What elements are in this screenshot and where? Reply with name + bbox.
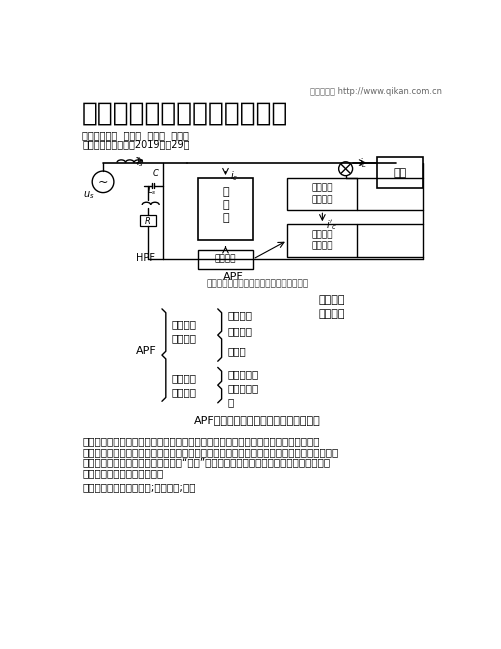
Bar [376, 157, 422, 188]
Text: 来源：《西部论丛》2019年第29期: 来源：《西部论丛》2019年第29期 [82, 140, 189, 149]
Text: APF＝谐波指令电流形成电路＋补偿电路: APF＝谐波指令电流形成电路＋补偿电路 [193, 415, 320, 425]
Text: 负载: 负载 [392, 167, 406, 178]
Text: $i_s$: $i_s$ [136, 155, 144, 169]
Text: 作者：段利威  杜宗林  高苹明  李怡静: 作者：段利威 杜宗林 高苹明 李怡静 [82, 130, 188, 140]
Text: $i_L$: $i_L$ [359, 156, 367, 170]
Text: $R$: $R$ [144, 215, 151, 226]
Text: APF: APF [136, 346, 157, 356]
Text: 载进行补偿，是消除配电网中谐波的“利器”，结合有源电力滤波器的基本原理，详细论述: 载进行补偿，是消除配电网中谐波的“利器”，结合有源电力滤波器的基本原理，详细论述 [82, 458, 330, 467]
Text: 有源电力滤波器的关键技术。: 有源电力滤波器的关键技术。 [82, 469, 163, 478]
Text: 摘要：有源电力滤波器是滤波器的一种，与传统的滤波装置不同的是，其可以对谐波电: 摘要：有源电力滤波器是滤波器的一种，与传统的滤波装置不同的是，其可以对谐波电 [82, 436, 319, 446]
Text: 补偿电流
发生电路: 补偿电流 发生电路 [171, 373, 196, 397]
Bar [287, 224, 357, 256]
Text: 电流跟踪
控制电路: 电流跟踪 控制电路 [311, 230, 333, 251]
Text: HPF: HPF [136, 254, 155, 263]
Text: 关键词：有源电力滤波器;关键技术;研究: 关键词：有源电力滤波器;关键技术;研究 [82, 482, 195, 492]
Bar [198, 178, 252, 239]
Text: 驱动电路: 驱动电路 [226, 326, 252, 337]
Text: APF: APF [222, 272, 243, 282]
Bar [287, 178, 357, 210]
Text: 主
电
路: 主 电 路 [222, 187, 228, 223]
Text: 谐波和无功
电流检测环
节: 谐波和无功 电流检测环 节 [226, 369, 258, 407]
Text: $C$: $C$ [151, 167, 159, 178]
Text: 龙源期刊网 http://www.qikan.com.cn: 龙源期刊网 http://www.qikan.com.cn [310, 87, 441, 96]
Text: $i'_c$: $i'_c$ [326, 218, 337, 232]
Text: 并联型有源电力滤波器系统结构成员结构图: 并联型有源电力滤波器系统结构成员结构图 [206, 280, 308, 289]
Text: 指令电流
运算电路: 指令电流 运算电路 [171, 320, 196, 344]
Text: ~: ~ [98, 176, 108, 189]
Text: 电流跟踪
控制电路: 电流跟踪 控制电路 [318, 295, 344, 319]
Text: 指令电流
运算电路: 指令电流 运算电路 [311, 184, 333, 204]
Text: 有源电力滤波器关键技术研究: 有源电力滤波器关键技术研究 [82, 101, 288, 127]
Bar [198, 250, 252, 269]
Text: $L_s$: $L_s$ [147, 185, 156, 197]
Text: $u_s$: $u_s$ [83, 190, 95, 201]
Bar [140, 215, 155, 226]
Text: 驱动电路: 驱动电路 [214, 254, 236, 263]
Text: 流进行动态补偿。该种装置在配电网中的应用具有明显的针对性。主要是对一些谐波较大的负: 流进行动态补偿。该种装置在配电网中的应用具有明显的针对性。主要是对一些谐波较大的… [82, 447, 338, 457]
Text: 主电路: 主电路 [226, 346, 245, 356]
Text: 控制电路: 控制电路 [226, 310, 252, 321]
Text: $i_c$: $i_c$ [229, 169, 238, 182]
